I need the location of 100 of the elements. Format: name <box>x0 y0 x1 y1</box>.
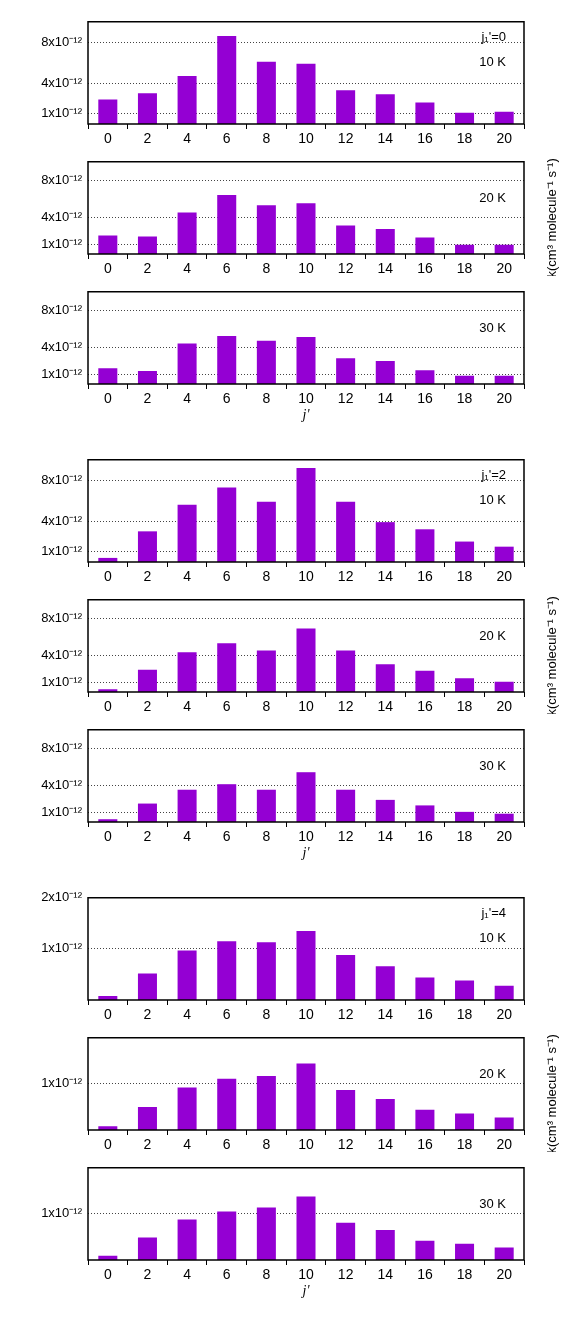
y-tick-label: 1x10⁻¹² <box>41 543 83 559</box>
x-tick-label: 10 <box>298 698 314 715</box>
x-tick-label: 14 <box>377 1136 394 1153</box>
y-tick-label: 4x10⁻¹² <box>41 512 83 528</box>
x-tick-label: 2 <box>143 1266 152 1283</box>
x-tick-label: 6 <box>222 390 231 407</box>
x-tick-label: 18 <box>456 390 473 407</box>
x-tick-label: 6 <box>222 260 231 277</box>
x-tick-label: 10 <box>298 390 314 407</box>
x-tick-label: 14 <box>377 1006 394 1023</box>
x-tick-label: 8 <box>262 1266 271 1283</box>
x-tick-label: 12 <box>337 1266 354 1283</box>
x-tick-label: 12 <box>337 568 354 585</box>
x-tick-label: 14 <box>377 698 394 715</box>
x-tick-label: 18 <box>456 1266 473 1283</box>
x-tick-label: 20 <box>496 1006 513 1023</box>
x-tick-label: 20 <box>496 260 513 277</box>
x-tick-label: 10 <box>298 1266 314 1283</box>
x-tick-label: 12 <box>337 1136 354 1153</box>
x-tick-label: 2 <box>143 260 152 277</box>
x-tick-label: 6 <box>222 828 231 845</box>
annotation: 30 K <box>479 320 507 336</box>
annotation: 10 K <box>479 492 507 508</box>
x-tick-label: 6 <box>222 1136 231 1153</box>
x-tick-label: 0 <box>103 390 112 407</box>
annotation: j₁'=2 <box>480 467 506 483</box>
y-tick-label: 1x10⁻¹² <box>41 236 83 252</box>
annotation: 20 K <box>479 190 507 206</box>
x-tick-label: 16 <box>417 260 433 277</box>
x-tick-label: 8 <box>262 828 271 845</box>
y-tick-label: 2x10⁻¹² <box>41 889 83 905</box>
x-tick-label: 10 <box>298 828 314 845</box>
x-tick-label: 0 <box>103 130 112 147</box>
x-tick-label: 10 <box>298 260 314 277</box>
x-tick-label: 4 <box>183 698 192 715</box>
x-tick-label: 0 <box>103 1136 112 1153</box>
y-tick-label: 4x10⁻¹² <box>41 74 83 90</box>
x-tick-label: 16 <box>417 1266 433 1283</box>
x-tick-label: 4 <box>183 260 192 277</box>
x-tick-label: 2 <box>143 1006 152 1023</box>
x-tick-label: 14 <box>377 130 394 147</box>
x-tick-label: 6 <box>222 1006 231 1023</box>
y-tick-label: 1x10⁻¹² <box>41 105 83 121</box>
x-tick-label: 18 <box>456 1136 473 1153</box>
x-tick-label: 20 <box>496 828 513 845</box>
x-tick-label: 18 <box>456 828 473 845</box>
y-tick-label: 4x10⁻¹² <box>41 208 83 224</box>
annotation: 30 K <box>479 1196 507 1212</box>
x-tick-label: 2 <box>143 130 152 147</box>
x-tick-label: 4 <box>183 568 192 585</box>
x-tick-label: 20 <box>496 1136 513 1153</box>
annotation: 30 K <box>479 758 507 774</box>
x-tick-label: 0 <box>103 698 112 715</box>
x-tick-label: 10 <box>298 568 314 585</box>
x-tick-label: 12 <box>337 698 354 715</box>
x-tick-label: 18 <box>456 568 473 585</box>
x-tick-label: 8 <box>262 1136 271 1153</box>
y-tick-label: 8x10⁻¹² <box>41 301 83 317</box>
x-tick-label: 4 <box>183 1006 192 1023</box>
x-tick-label: 6 <box>222 1266 231 1283</box>
x-tick-label: 12 <box>337 390 354 407</box>
x-tick-label: 6 <box>222 698 231 715</box>
x-tick-label: 4 <box>183 828 192 845</box>
x-tick-label: 20 <box>496 130 513 147</box>
annotation: 20 K <box>479 1066 507 1082</box>
x-tick-label: 14 <box>377 1266 394 1283</box>
x-tick-label: 20 <box>496 568 513 585</box>
x-tick-label: 18 <box>456 130 473 147</box>
y-tick-label: 4x10⁻¹² <box>41 646 83 662</box>
y-axis-title: k(cm³ molecule⁻¹ s⁻¹) <box>543 1034 559 1154</box>
annotation: j₁'=0 <box>480 29 506 45</box>
x-tick-label: 8 <box>262 130 271 147</box>
x-tick-label: 20 <box>496 390 513 407</box>
x-tick-label: 20 <box>496 1266 513 1283</box>
x-tick-label: 0 <box>103 828 112 845</box>
x-tick-label: 2 <box>143 568 152 585</box>
annotation: 10 K <box>479 54 507 70</box>
x-tick-label: 0 <box>103 568 112 585</box>
annotation: j₁'=4 <box>480 905 506 921</box>
x-tick-label: 18 <box>456 1006 473 1023</box>
x-tick-label: 16 <box>417 130 433 147</box>
x-tick-label: 10 <box>298 1136 314 1153</box>
x-tick-label: 12 <box>337 828 354 845</box>
x-tick-label: 2 <box>143 698 152 715</box>
x-tick-label: 2 <box>143 1136 152 1153</box>
x-tick-label: 8 <box>262 1006 271 1023</box>
y-tick-label: 8x10⁻¹² <box>41 739 83 755</box>
x-tick-label: 0 <box>103 260 112 277</box>
x-tick-label: 8 <box>262 260 271 277</box>
x-tick-label: 16 <box>417 828 433 845</box>
x-axis-title: j' <box>300 1283 311 1299</box>
x-tick-label: 4 <box>183 1136 192 1153</box>
x-tick-label: 2 <box>143 828 152 845</box>
x-tick-label: 12 <box>337 130 354 147</box>
x-tick-label: 10 <box>298 130 314 147</box>
x-tick-label: 16 <box>417 1136 433 1153</box>
annotation: 20 K <box>479 628 507 644</box>
y-tick-label: 8x10⁻¹² <box>41 471 83 487</box>
x-tick-label: 0 <box>103 1266 112 1283</box>
y-tick-label: 8x10⁻¹² <box>41 171 83 187</box>
